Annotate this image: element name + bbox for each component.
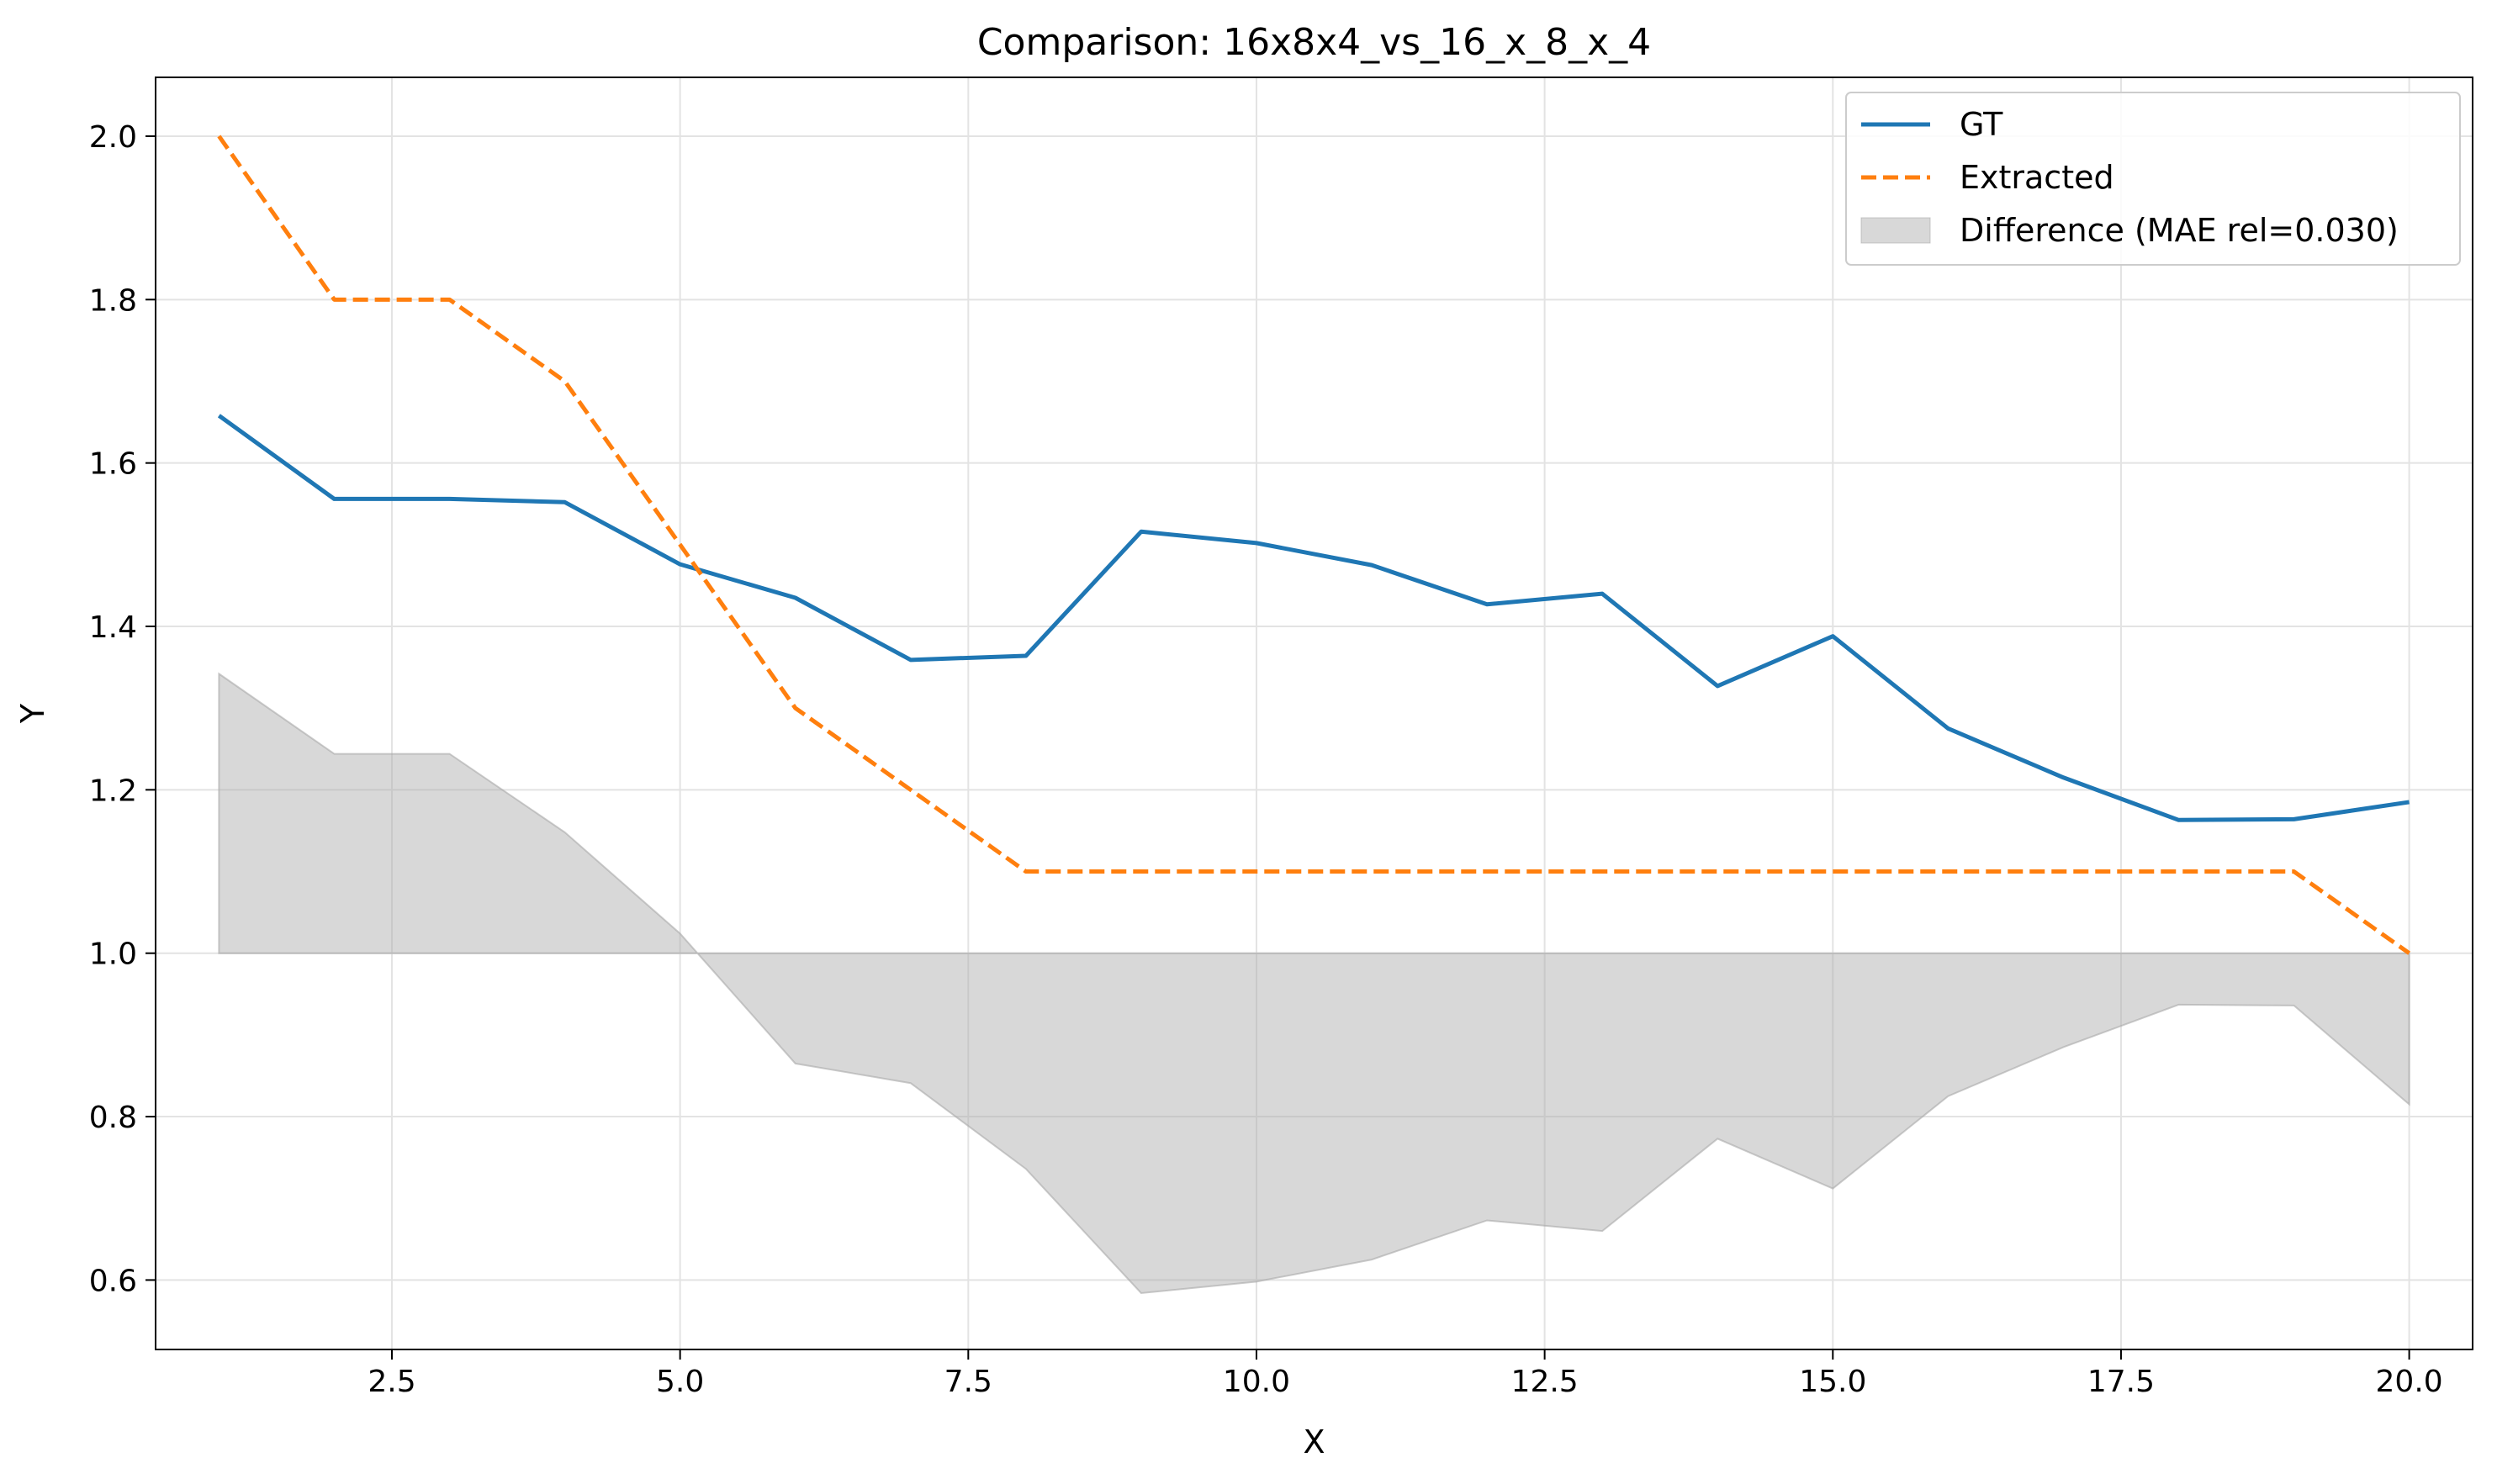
- y-tick-label: 0.8: [89, 1101, 137, 1135]
- x-tick-label: 17.5: [2087, 1365, 2155, 1399]
- y-tick-label: 0.6: [89, 1264, 137, 1298]
- legend-gt-label: GT: [1960, 106, 2003, 143]
- legend-difference-label: Difference (MAE rel=0.030): [1960, 212, 2399, 249]
- y-tick-label: 2.0: [89, 120, 137, 155]
- legend-difference-swatch: [1860, 217, 1931, 244]
- plot-frame: [155, 77, 2473, 1350]
- legend-extracted-label: Extracted: [1960, 159, 2114, 196]
- y-tick-label: 1.8: [89, 283, 137, 318]
- y-tick-label: 1.2: [89, 774, 137, 808]
- legend-box: [1845, 92, 2461, 266]
- x-tick-label: 10.0: [1223, 1365, 1290, 1399]
- series-line-extracted: [217, 135, 2411, 955]
- x-tick-label: 2.5: [368, 1365, 415, 1399]
- legend: GT Extracted Difference (MAE rel=0.030): [1845, 92, 2461, 266]
- chart-title: Comparison: 16x8x4_vs_16_x_8_x_4: [977, 21, 1651, 64]
- y-tick-label: 1.6: [89, 447, 137, 482]
- x-axis-label: X: [1303, 1423, 1325, 1460]
- x-tick-label: 7.5: [944, 1365, 992, 1399]
- x-tick-label: 15.0: [1799, 1365, 1866, 1399]
- y-tick-label: 1.0: [89, 937, 137, 972]
- x-tick-label: 5.0: [656, 1365, 704, 1399]
- series-layer: [217, 135, 2411, 955]
- x-tick-label: 20.0: [2376, 1365, 2443, 1399]
- x-tick-label: 12.5: [1511, 1365, 1579, 1399]
- series-line-gt: [217, 414, 2410, 822]
- tick-layer: 2.5 5.0 7.5 10.0 12.5 15.0 17.5 20.0 0.6 0.8 1.0 1.…: [89, 120, 2443, 1399]
- y-tick-label: 1.4: [89, 610, 137, 645]
- y-axis-label: Y: [14, 703, 51, 724]
